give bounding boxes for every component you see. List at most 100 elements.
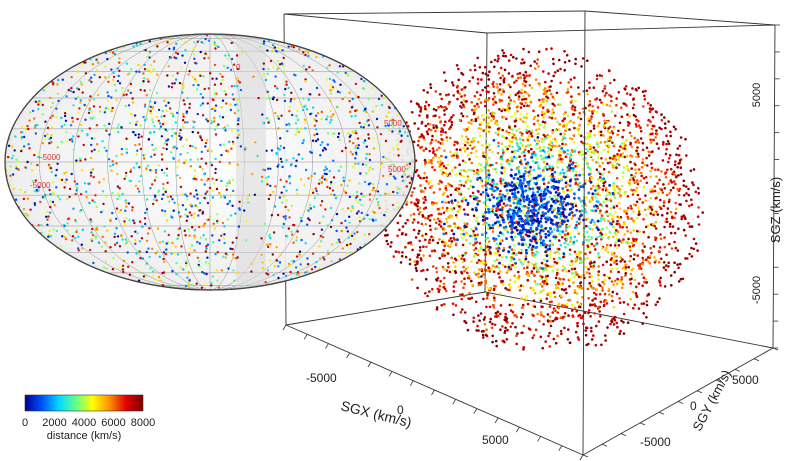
- cube-point: [563, 132, 566, 136]
- cube-point: [541, 305, 544, 309]
- cube-point: [502, 54, 505, 58]
- cube-point: [518, 224, 522, 228]
- cube-point: [548, 232, 552, 235]
- cube-point: [569, 236, 572, 239]
- cube-point: [634, 292, 638, 295]
- cube-point: [595, 74, 599, 77]
- cube-point: [638, 267, 641, 270]
- cube-point: [550, 172, 554, 176]
- cube-point: [542, 126, 546, 129]
- cube-point: [513, 248, 516, 252]
- cube-tick: [677, 401, 684, 404]
- cube-point: [573, 306, 577, 310]
- cube-point: [416, 253, 420, 256]
- cube-point: [692, 183, 695, 187]
- cube-point: [484, 333, 488, 337]
- sky-point: [107, 99, 110, 103]
- cube-point: [612, 194, 616, 198]
- cube-point: [489, 163, 492, 167]
- sky-point: [281, 201, 284, 204]
- cube-point: [557, 302, 561, 306]
- cube-point: [516, 181, 519, 185]
- cube-point: [641, 141, 645, 145]
- sky-point: [360, 219, 363, 222]
- cube-point: [594, 148, 597, 152]
- sky-point: [355, 212, 359, 215]
- cube-point: [482, 154, 485, 158]
- cube-point: [636, 254, 639, 257]
- sky-point: [184, 49, 187, 52]
- cube-point: [584, 265, 588, 269]
- cube-point: [692, 237, 696, 241]
- sky-point: [39, 200, 42, 204]
- cube-point: [469, 68, 472, 72]
- cube-point: [463, 311, 467, 314]
- sky-point: [325, 178, 328, 182]
- cube-point: [529, 132, 533, 135]
- cube-point: [502, 218, 505, 222]
- cube-point: [513, 235, 517, 239]
- cube-point: [512, 177, 516, 180]
- sky-point: [29, 111, 32, 114]
- cube-point: [674, 127, 677, 131]
- cube-point: [464, 198, 468, 202]
- cube-point: [589, 117, 593, 121]
- cube-point: [568, 137, 572, 140]
- cube-point: [556, 250, 559, 254]
- cube-point: [502, 151, 505, 154]
- cube-point: [638, 197, 641, 201]
- cube-point: [451, 168, 454, 172]
- sky-point: [331, 87, 334, 91]
- sky-point: [286, 130, 289, 133]
- cube-point: [532, 150, 536, 154]
- cube-point: [569, 166, 573, 170]
- cube-point: [519, 284, 523, 288]
- cube-point: [563, 136, 567, 140]
- cube-point: [460, 112, 463, 115]
- cube-point: [577, 275, 581, 279]
- sky-point: [322, 256, 325, 259]
- sky-point: [356, 230, 359, 234]
- cube-point: [528, 84, 532, 87]
- sky-point: [142, 72, 145, 75]
- sky-point: [313, 118, 316, 121]
- cube-point: [537, 270, 540, 274]
- sky-point: [110, 110, 113, 113]
- sky-point: [245, 239, 248, 242]
- cube-point: [541, 120, 545, 124]
- cube-point: [544, 340, 547, 343]
- cube-point: [456, 97, 459, 101]
- cube-point: [484, 104, 487, 108]
- cube-point: [597, 270, 601, 273]
- sky-point: [295, 159, 298, 162]
- sky-point: [51, 81, 54, 84]
- cube-point: [570, 271, 574, 275]
- cube-point: [498, 83, 502, 86]
- sky-point: [183, 61, 187, 64]
- cube-point: [426, 116, 429, 119]
- cube-point: [417, 212, 421, 216]
- sky-point: [205, 34, 209, 37]
- cube-point: [647, 154, 651, 157]
- cube-point: [498, 253, 502, 257]
- sky-point: [256, 154, 259, 158]
- sky-point: [285, 123, 288, 127]
- cube-point: [520, 182, 524, 186]
- cube-point: [533, 115, 537, 119]
- cube-point: [513, 187, 516, 191]
- cube-point: [564, 227, 568, 231]
- cube-point: [667, 261, 670, 265]
- cube-point: [588, 251, 592, 254]
- cube-point: [606, 326, 609, 329]
- sky-point: [215, 178, 218, 182]
- cube-point: [563, 50, 566, 53]
- cube-point: [535, 157, 539, 161]
- cube-point: [492, 306, 496, 309]
- cube-point: [534, 209, 538, 213]
- cube-point: [579, 276, 583, 279]
- cube-point: [591, 209, 594, 212]
- cube-point: [455, 216, 459, 219]
- cube-point: [573, 235, 577, 239]
- cube-point: [496, 127, 500, 131]
- cube-point: [615, 282, 619, 286]
